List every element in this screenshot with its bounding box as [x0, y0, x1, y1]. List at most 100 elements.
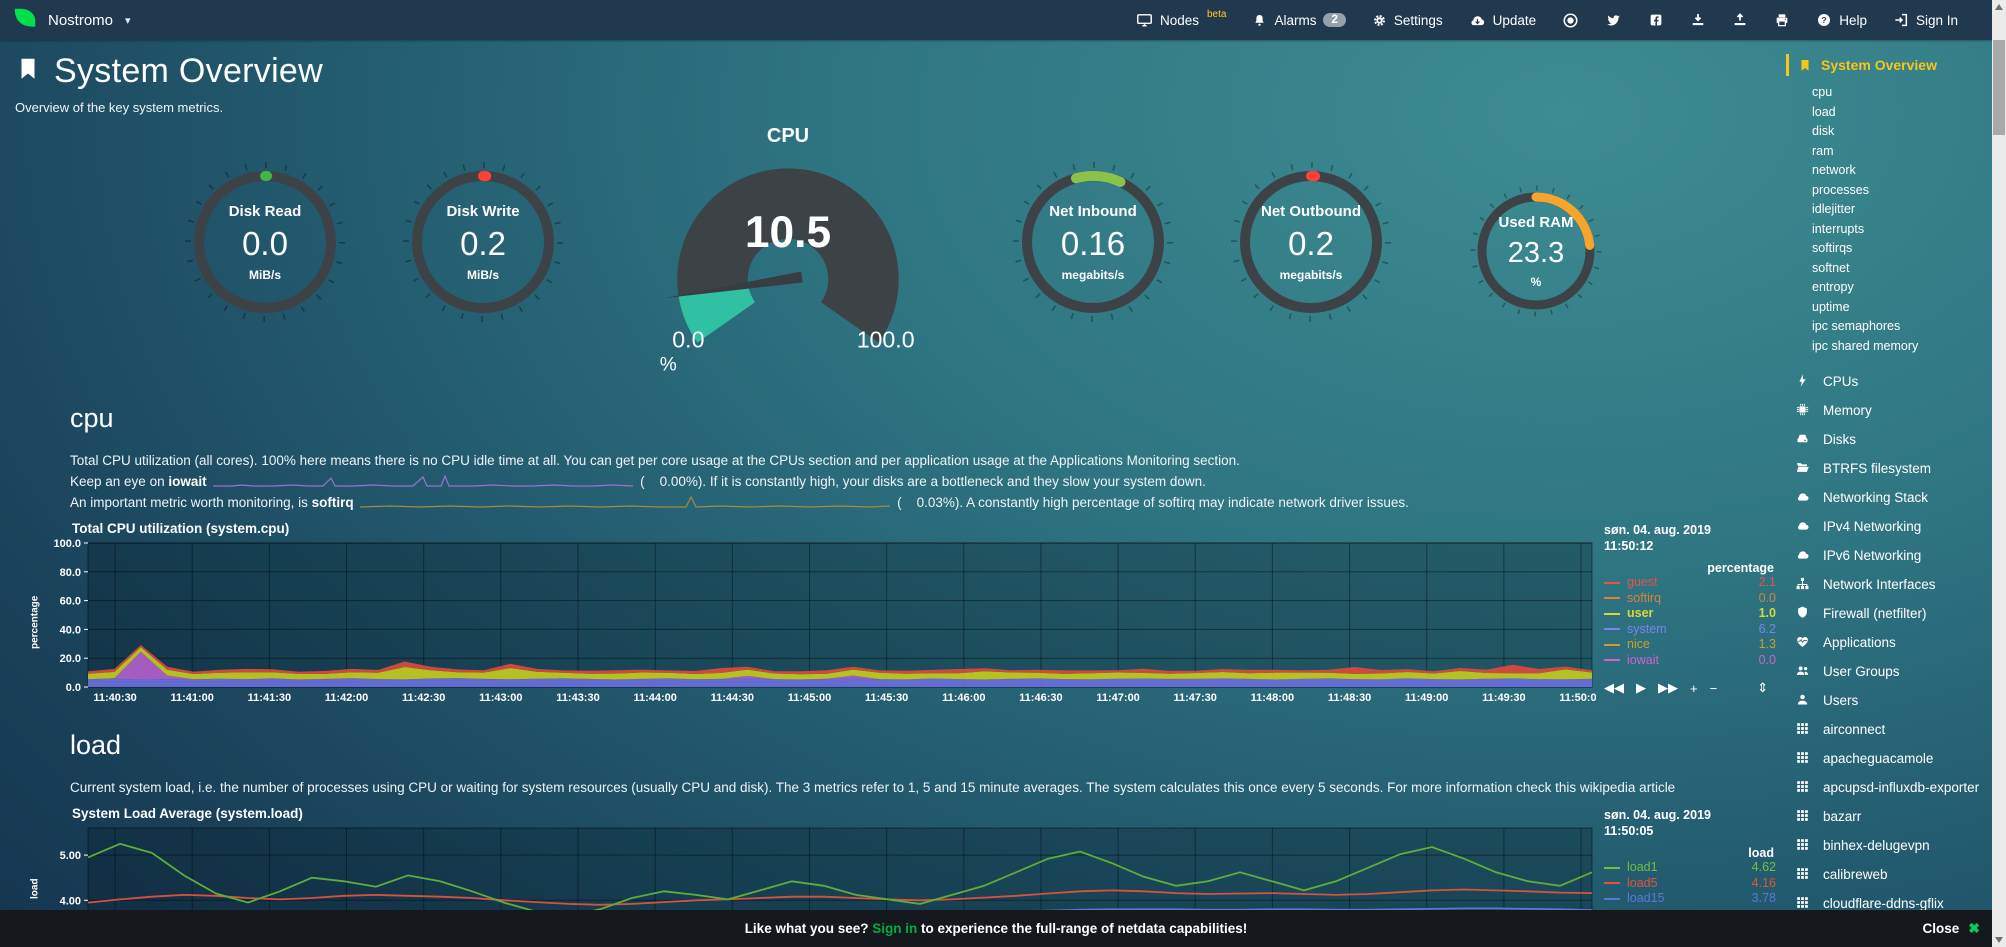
facebook-icon — [1648, 12, 1664, 28]
sidebar-item-entropy[interactable]: entropy — [1812, 280, 1854, 294]
legend-row-guest[interactable]: guest 2.1 — [1604, 575, 1776, 591]
zoom-out-button[interactable]: − — [1709, 680, 1718, 696]
sidebar-section-airconnect[interactable]: airconnect — [1795, 716, 1992, 745]
sidebar-item-interrupts[interactable]: interrupts — [1812, 221, 1865, 236]
gauge-used-ram[interactable]: Used RAM 23.3 % — [1466, 181, 1606, 321]
cpu-chart-plot[interactable]: 0.0 20.0 40.0 60.0 80.0 100.0 11:40:30 11:41:00… — [44, 538, 1596, 706]
legend-row-softirq[interactable]: softirq 0.0 — [1604, 591, 1776, 607]
nodes-button[interactable]: Nodes beta — [1136, 9, 1226, 29]
sign-in-icon — [1893, 12, 1909, 28]
sidebar-section-apacheguacamole[interactable]: apacheguacamole — [1795, 745, 1992, 774]
update-button[interactable]: Update — [1469, 12, 1536, 29]
sidebar-item-disk[interactable]: disk — [1812, 124, 1835, 138]
sidebar-section-user-groups[interactable]: User Groups — [1795, 658, 1992, 687]
sidebar-item-ipc-semaphores[interactable]: ipc semaphores — [1812, 319, 1901, 333]
hostname-dropdown[interactable]: Nostromo — [48, 11, 114, 29]
legend-name: system — [1627, 621, 1667, 636]
resize-handle[interactable]: ⇕ — [1757, 680, 1769, 695]
sidebar-section-label: IPv4 Networking — [1823, 519, 1922, 534]
gauge-net-outbound[interactable]: Net Outbound 0.2 megabits/s — [1226, 157, 1396, 327]
zoom-in-button[interactable]: + — [1690, 680, 1698, 696]
sidebar-item-ipc-shared-memory[interactable]: ipc shared memory — [1812, 338, 1919, 353]
scrollbar-thumb[interactable] — [1993, 40, 2005, 135]
legend-swatch — [1604, 612, 1620, 615]
pan-back-button[interactable]: ◀◀ — [1604, 680, 1624, 695]
gauge-disk-write[interactable]: Disk Write 0.2 MiB/s — [398, 157, 568, 327]
sidebar-section-label: Networking Stack — [1823, 490, 1929, 505]
sidebar-section-calibreweb[interactable]: calibreweb — [1795, 861, 1992, 890]
legend-row-load15[interactable]: load15 3.78 — [1604, 891, 1776, 907]
gauge-label: Disk Read — [228, 202, 302, 220]
sidebar-item-softnet[interactable]: softnet — [1812, 260, 1850, 275]
sidebar-item-load[interactable]: load — [1812, 104, 1836, 119]
scrollbar-down-arrow[interactable] — [1992, 933, 2006, 947]
sidebar-section-ipv4-networking[interactable]: IPv4 Networking — [1795, 513, 1992, 542]
sidebar-item-idlejitter[interactable]: idlejitter — [1812, 202, 1856, 216]
chevron-down-icon[interactable]: ▾ — [125, 14, 131, 27]
sidebar-section-label: airconnect — [1823, 722, 1886, 737]
twitter-button[interactable] — [1605, 12, 1622, 29]
cloud-icon — [1795, 489, 1812, 508]
sidebar-section-apcupsd-influxdb-exporter[interactable]: apcupsd-influxdb-exporter — [1795, 774, 1992, 803]
sidebar-item-processes[interactable]: processes — [1812, 182, 1869, 197]
sidebar-section-firewall-netfilter-[interactable]: Firewall (netfilter) — [1795, 600, 1992, 629]
github-button[interactable] — [1562, 12, 1579, 29]
legend-row-system[interactable]: system 6.2 — [1604, 622, 1776, 638]
svg-text:11:43:30: 11:43:30 — [556, 692, 599, 704]
sidebar-item-uptime[interactable]: uptime — [1812, 299, 1850, 314]
banner-signin-link[interactable]: Sign in — [872, 921, 918, 936]
banner-close-label[interactable]: Close — [1922, 921, 1960, 936]
sidebar-section-bazarr[interactable]: bazarr — [1795, 803, 1992, 832]
print-button[interactable] — [1774, 12, 1790, 28]
nodes-label: Nodes — [1159, 12, 1199, 28]
legend-value: 2.1 — [1758, 575, 1776, 589]
sidebar-item-ram[interactable]: ram — [1812, 143, 1834, 158]
gauge-value: 23.3 — [1507, 236, 1565, 269]
help-button[interactable]: ? Help — [1816, 12, 1867, 28]
export-button[interactable] — [1732, 12, 1748, 28]
sidebar-section-memory[interactable]: Memory — [1795, 397, 1992, 426]
sidebar-item-system-overview[interactable]: System Overview — [1786, 54, 1992, 76]
svg-text:0.0: 0.0 — [66, 682, 81, 694]
sidebar-section-btrfs-filesystem[interactable]: BTRFS filesystem — [1795, 455, 1992, 484]
sidebar-item-network[interactable]: network — [1812, 163, 1856, 177]
load-description: Current system load, i.e. the number of … — [0, 777, 1786, 798]
gauge-net-inbound[interactable]: Net Inbound 0.16 megabits/s — [1008, 157, 1178, 327]
gauge-cpu[interactable]: CPU 10.5 0.0 100.0 % — [632, 125, 944, 379]
folder-icon — [1795, 460, 1812, 479]
sidebar-section-label: binhex-delugevpn — [1823, 838, 1930, 853]
gauge-disk-read[interactable]: Disk Read 0.0 MiB/s — [180, 157, 350, 327]
legend-row-nice[interactable]: nice 1.3 — [1604, 637, 1776, 653]
sidebar-section-users[interactable]: Users — [1795, 687, 1992, 716]
sidebar-section-binhex-delugevpn[interactable]: binhex-delugevpn — [1795, 832, 1992, 861]
legend-row-user[interactable]: user 1.0 — [1604, 606, 1776, 622]
legend-name: iowait — [1627, 652, 1659, 667]
settings-button[interactable]: Settings — [1372, 13, 1443, 28]
sidebar-section-cpus[interactable]: CPUs — [1795, 368, 1992, 397]
grid-icon — [1795, 895, 1812, 914]
close-icon[interactable]: ✖ — [1968, 920, 1980, 936]
github-icon — [1562, 12, 1579, 29]
sidebar-section-cloudflare-ddns-gflix[interactable]: cloudflare-ddns-gflix — [1795, 890, 1992, 919]
sidebar-item-softirqs[interactable]: softirqs — [1812, 241, 1853, 255]
svg-text:4.00: 4.00 — [60, 895, 81, 907]
play-button[interactable]: ▶ — [1636, 680, 1646, 695]
legend-row-load5[interactable]: load5 4.16 — [1604, 876, 1776, 892]
legend-row-load1[interactable]: load1 4.62 — [1604, 860, 1776, 876]
legend-row-iowait[interactable]: iowait 0.0 — [1604, 653, 1776, 669]
sidebar-section-applications[interactable]: Applications — [1795, 629, 1992, 658]
gauge-unit: megabits/s — [1279, 267, 1343, 282]
page-scrollbar[interactable] — [1992, 0, 2006, 947]
import-button[interactable] — [1690, 12, 1706, 28]
signin-button[interactable]: Sign In — [1893, 12, 1958, 28]
pan-forward-button[interactable]: ▶▶ — [1658, 680, 1678, 695]
sidebar-section-ipv6-networking[interactable]: IPv6 Networking — [1795, 542, 1992, 571]
netdata-logo[interactable] — [12, 5, 38, 36]
sidebar-item-cpu[interactable]: cpu — [1812, 85, 1833, 99]
sidebar-section-network-interfaces[interactable]: Network Interfaces — [1795, 571, 1992, 600]
alarms-button[interactable]: Alarms 2 — [1252, 13, 1346, 28]
scrollbar-up-arrow[interactable] — [1992, 0, 2006, 14]
facebook-button[interactable] — [1648, 12, 1664, 28]
sidebar-section-networking-stack[interactable]: Networking Stack — [1795, 484, 1992, 513]
sidebar-section-disks[interactable]: Disks — [1795, 426, 1992, 455]
